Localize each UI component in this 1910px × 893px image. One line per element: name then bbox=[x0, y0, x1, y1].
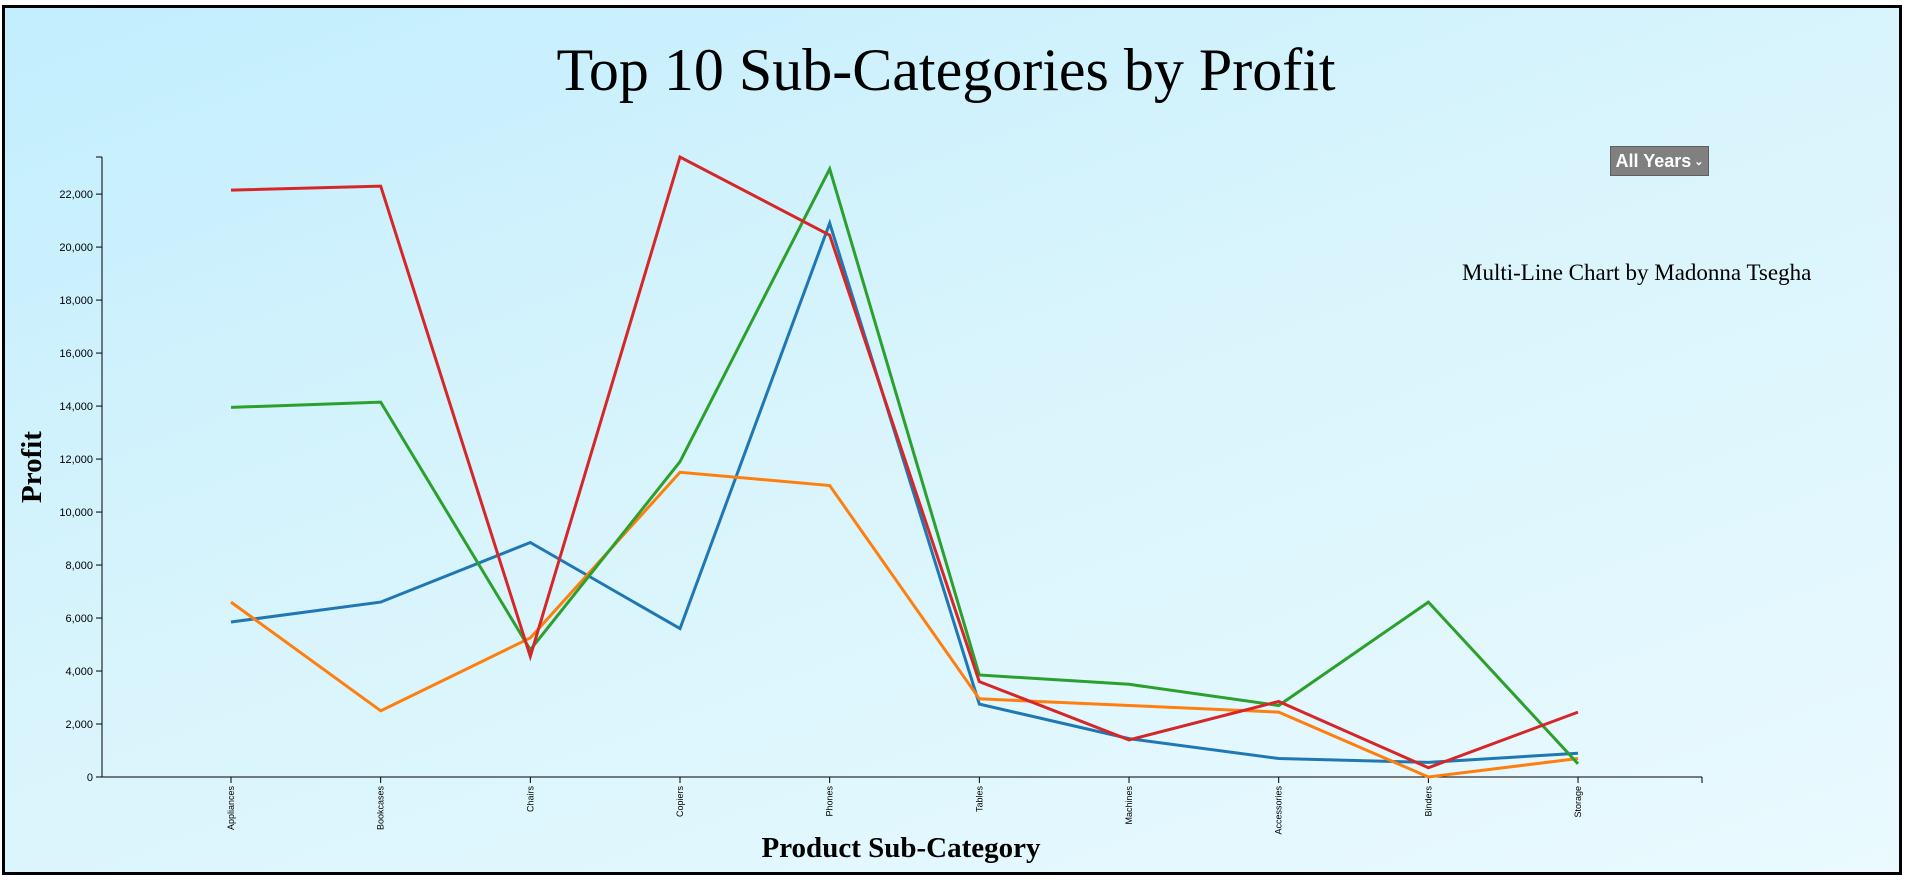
y-tick-label: 22,000 bbox=[59, 189, 93, 201]
year-filter-select[interactable]: All Years ⌄ bbox=[1610, 146, 1709, 176]
x-tick-label: Machines bbox=[1124, 786, 1134, 825]
series-line-3 bbox=[230, 164, 1580, 765]
x-tick-label: Accessories bbox=[1274, 786, 1284, 835]
chart-frame bbox=[2, 5, 1902, 875]
x-tick-label: Phones bbox=[825, 786, 835, 817]
x-tick-label: Binders bbox=[1423, 786, 1433, 817]
x-tick-label: Appliances bbox=[226, 786, 236, 831]
chart-title: Top 10 Sub-Categories by Profit bbox=[556, 37, 1336, 103]
series-line-4 bbox=[230, 154, 1579, 770]
series-line-2 bbox=[230, 470, 1579, 779]
y-tick-label: 8,000 bbox=[65, 560, 93, 572]
y-tick-label: 12,000 bbox=[59, 454, 93, 466]
y-tick-label: 20,000 bbox=[59, 242, 93, 254]
y-axis-title: Profit bbox=[16, 431, 48, 503]
x-tick-label: Chairs bbox=[525, 786, 535, 813]
x-axis: Appliances Bookcases Chairs Copiers Phones Ta… bbox=[102, 776, 1703, 835]
x-tick-label: Storage bbox=[1573, 786, 1583, 818]
y-tick-label: 16,000 bbox=[59, 348, 93, 360]
y-tick-label: 2,000 bbox=[65, 719, 93, 731]
y-tick-label: 10,000 bbox=[59, 507, 93, 519]
chart-subtitle: Multi-Line Chart by Madonna Tsegha bbox=[1462, 260, 1812, 285]
y-tick-label: 0 bbox=[87, 772, 93, 784]
y-tick-label: 6,000 bbox=[65, 613, 93, 625]
y-tick-label: 18,000 bbox=[59, 295, 93, 307]
year-filter-value: All Years bbox=[1615, 150, 1692, 171]
chevron-down-icon: ⌄ bbox=[1694, 155, 1704, 168]
y-tick-label: 4,000 bbox=[65, 666, 93, 678]
series-line-1 bbox=[230, 218, 1579, 764]
x-tick-label: Copiers bbox=[675, 786, 685, 818]
x-tick-label: Tables bbox=[974, 786, 984, 813]
y-axis: 0 2,000 4,000 6,000 8,000 10,000 12,000 14,000 1… bbox=[59, 156, 103, 784]
y-tick-label: 14,000 bbox=[59, 401, 93, 413]
series-lines bbox=[230, 154, 1580, 779]
x-axis-title: Product Sub-Category bbox=[762, 832, 1041, 864]
x-tick-label: Bookcases bbox=[376, 786, 386, 831]
